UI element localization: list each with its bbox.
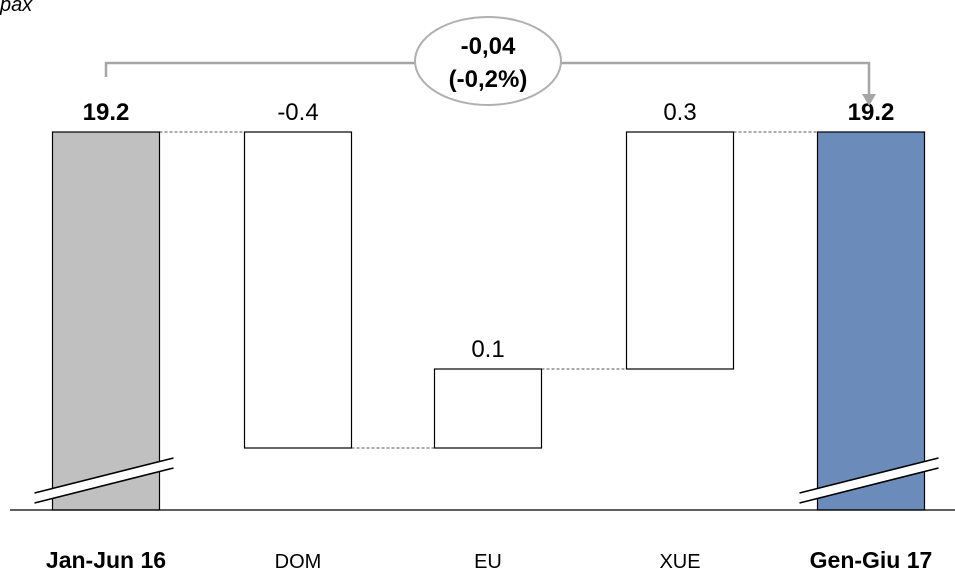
- data-label: 0.1: [471, 336, 504, 363]
- delta-bar-eu: [433, 368, 543, 449]
- category-label: DOM: [275, 551, 322, 573]
- category-label: Jan-Jun 16: [46, 547, 166, 573]
- start-total-bar: [51, 131, 161, 511]
- unit-label: pax: [0, 0, 33, 16]
- data-label: 19.2: [848, 99, 895, 126]
- change-value-label: -0,04: [461, 33, 516, 60]
- axis-break-gap: [34, 458, 174, 503]
- category-label: Gen-Giu 17: [810, 547, 933, 573]
- delta-bar-xue: [625, 131, 735, 370]
- axis-break-line: [799, 467, 939, 504]
- axis-break-line: [34, 457, 174, 494]
- data-label: 0.3: [663, 99, 696, 126]
- change-percent-label: (-0,2%): [449, 66, 528, 93]
- axis-break-gap: [799, 458, 939, 503]
- end-total-bar: [816, 131, 926, 511]
- delta-bar-dom: [243, 131, 353, 449]
- data-label: 19.2: [83, 99, 130, 126]
- category-label: XUE: [659, 551, 700, 573]
- axis-break-line: [34, 467, 174, 504]
- bracket-arrow-head: [862, 94, 876, 106]
- change-callout: [414, 16, 562, 106]
- axis-break-line: [799, 457, 939, 494]
- category-label: EU: [474, 551, 502, 573]
- data-label: -0.4: [277, 99, 318, 126]
